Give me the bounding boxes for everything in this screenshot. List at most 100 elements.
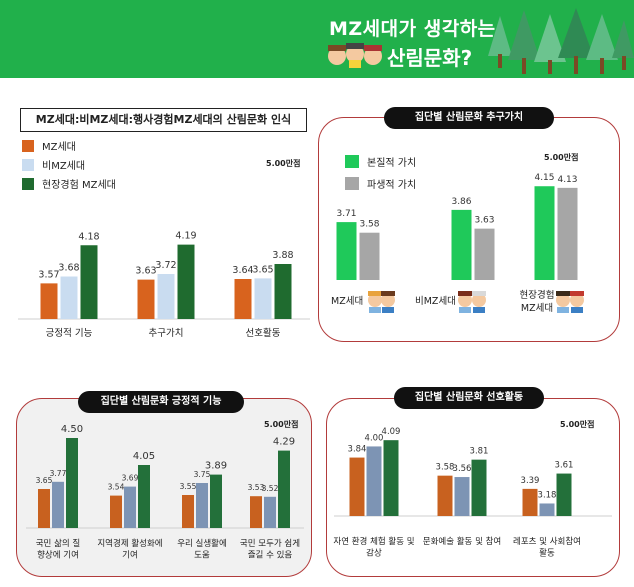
category-label: 기여 [122, 550, 138, 561]
data-label: 4.29 [273, 437, 295, 448]
scale-label: 5.00만점 [264, 420, 299, 429]
category-label: 향상에 기여 [37, 550, 79, 561]
bar [383, 440, 399, 516]
person-icon [556, 293, 570, 307]
legend-item-field-mz: 현장경험 MZ세대 [22, 176, 116, 191]
preference-chart: 3.84 4.004.09 자연 환경 체험 활동 및감상 3.583.56 3.81 문… [333, 427, 612, 559]
bar [40, 283, 58, 319]
scale-label: 5.00만점 [266, 159, 301, 168]
data-label: 3.88 [272, 250, 293, 261]
category-label: 자연 환경 체험 활동 및 [333, 536, 414, 547]
bar [254, 278, 272, 319]
positive-panel-title: 집단별 산림문화 긍정적 기능 [78, 391, 244, 413]
bar [359, 232, 380, 280]
people-faces-icon [328, 43, 382, 68]
person-body-icon [557, 307, 569, 313]
legend-label: 비MZ세대 [42, 161, 86, 172]
person-icon [381, 293, 395, 307]
data-label: 3.84 [348, 445, 367, 455]
bar [471, 459, 487, 516]
legend-swatch [345, 177, 359, 190]
bar [437, 475, 453, 516]
value-panel-title: 집단별 산림문화 추구가치 [384, 107, 554, 129]
bar [110, 495, 122, 528]
bar [474, 228, 495, 280]
legend-item-essential: 본질적 가치 [345, 154, 416, 169]
category-label: 긍정적 기능 [46, 327, 93, 339]
data-label: 3.71 [336, 209, 356, 219]
person-icon [368, 293, 382, 307]
category-label: 선호활동 [246, 327, 281, 339]
category-label: 감상 [366, 548, 382, 559]
data-label: 3.54 [108, 483, 125, 492]
bar [210, 474, 222, 528]
legend-label: MZ세대 [42, 142, 76, 153]
bar [556, 473, 572, 516]
bar [124, 486, 136, 528]
category-label: 즐길 수 있음 [248, 550, 293, 561]
category-label: 국민 삶의 질 [36, 538, 81, 549]
data-label: 3.69 [122, 474, 139, 483]
data-label: 4.50 [61, 424, 83, 435]
data-label: 3.64 [232, 265, 253, 276]
data-label: 3.77 [50, 469, 67, 478]
person-hair-icon [458, 291, 472, 296]
person-hair-icon [570, 291, 584, 296]
bar [336, 222, 357, 280]
category-label: 문화예술 활동 및 참여 [423, 536, 502, 547]
person-icon [458, 293, 472, 307]
data-label: 3.65 [36, 476, 53, 485]
category-label: MZ세대 [521, 303, 553, 314]
data-label: 4.13 [557, 175, 577, 185]
bar [138, 465, 150, 528]
category-label: 레포츠 및 사회참여 [513, 536, 581, 547]
data-label: 4.18 [78, 231, 99, 242]
person-hair-icon [556, 291, 570, 296]
main-chart-title: MZ세대:비MZ세대:행사경험MZ세대의 산림문화 인식 [20, 108, 307, 132]
header-title-line2: 산림문화? [387, 46, 473, 70]
scale-label: 5.00만점 [544, 153, 579, 162]
data-label: 3.56 [453, 464, 472, 474]
bar [38, 489, 50, 528]
data-label: 3.65 [252, 264, 273, 275]
bar [274, 264, 292, 319]
header-title-line1: MZ세대가 생각하는 [329, 18, 496, 40]
data-label: 3.68 [58, 263, 79, 274]
data-label: 3.81 [470, 447, 489, 457]
bar [278, 450, 290, 528]
data-label: 3.53 [248, 483, 265, 492]
data-label: 3.52 [262, 484, 279, 493]
data-label: 3.63 [135, 266, 156, 277]
person-hair-icon [368, 291, 382, 296]
category-label: 도움 [194, 551, 210, 561]
data-label: 3.39 [521, 476, 540, 486]
data-label: 4.19 [175, 231, 196, 242]
data-label: 3.86 [451, 197, 471, 207]
bar [250, 496, 262, 528]
person-icon [570, 293, 584, 307]
forest-trees-icon [488, 8, 634, 74]
bar [137, 279, 155, 319]
category-label: 활동 [539, 548, 555, 559]
category-label: 추구가치 [149, 327, 184, 339]
preference-panel-title: 집단별 산림문화 선호활동 [394, 387, 544, 409]
scale-label: 5.00만점 [560, 420, 595, 429]
legend-label: 파생적 가치 [367, 180, 417, 191]
data-label: 3.61 [555, 461, 574, 471]
person-icon [472, 293, 486, 307]
data-label: 3.75 [194, 470, 211, 479]
bar [366, 446, 382, 516]
category-label: 우리 실생활에 [177, 538, 227, 549]
data-label: 3.58 [359, 220, 379, 230]
category-label: MZ세대 [331, 296, 363, 307]
person-body-icon [473, 307, 485, 313]
legend-label: 현장경험 MZ세대 [42, 180, 116, 191]
person-body-icon [369, 307, 381, 313]
bar [557, 187, 578, 280]
data-label: 3.18 [538, 490, 557, 500]
data-label: 4.09 [382, 427, 401, 437]
legend-item-derivative: 파생적 가치 [345, 176, 416, 191]
legend-item-bi-mz: 비MZ세대 [22, 157, 85, 172]
